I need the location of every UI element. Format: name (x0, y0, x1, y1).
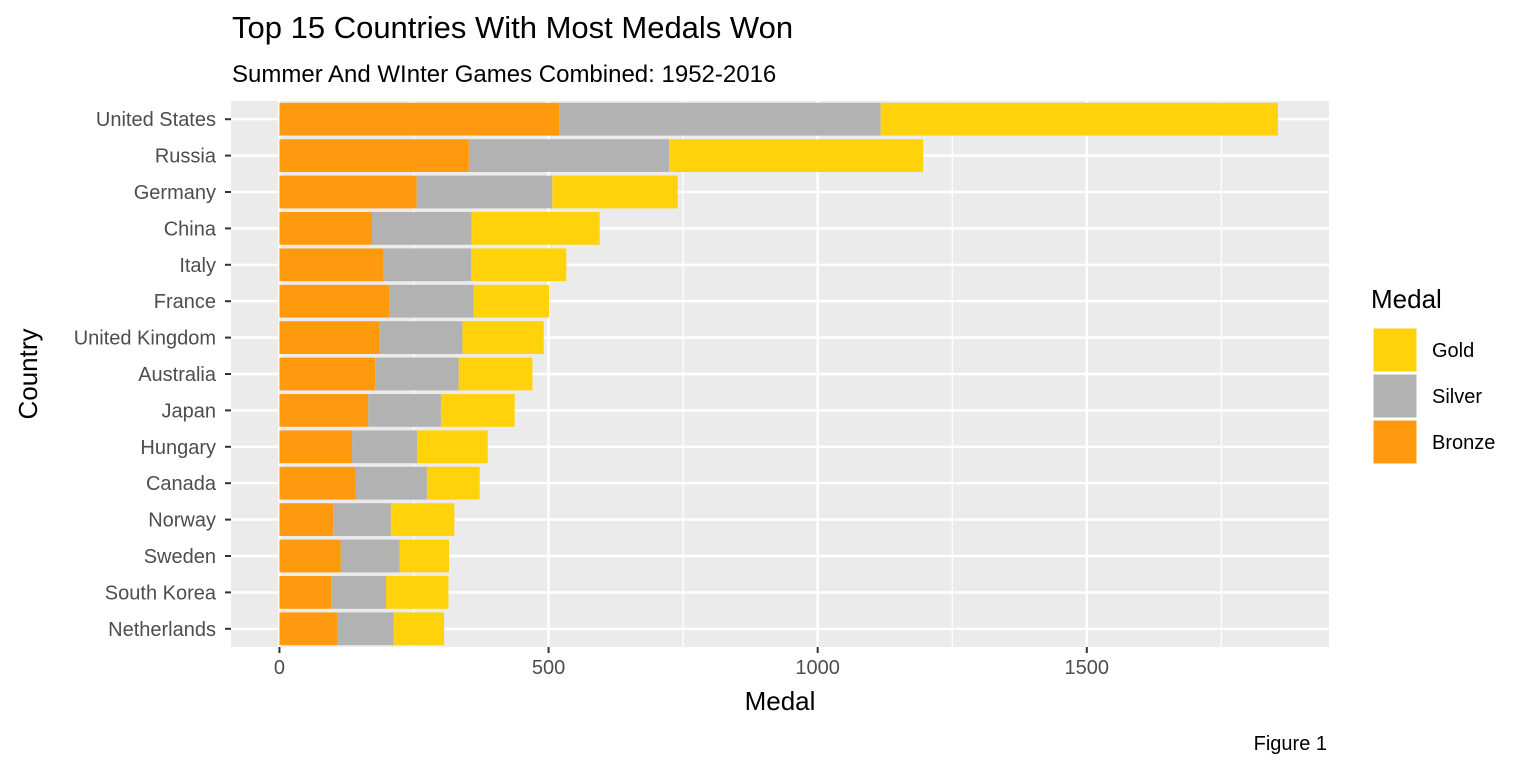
bar-bronze-hungary (279, 430, 353, 464)
legend-key-gold (1372, 327, 1418, 373)
bar-gold-canada (426, 466, 480, 500)
y-tick-label: Netherlands (108, 619, 216, 641)
chart-subtitle: Summer And WInter Games Combined: 1952-2… (232, 61, 776, 88)
y-tick-label: Japan (162, 400, 217, 422)
x-tick-label: 1500 (1065, 657, 1110, 679)
x-tick-label: 500 (532, 657, 565, 679)
y-tick-label: Sweden (144, 546, 216, 568)
x-axis-title: Medal (745, 686, 816, 716)
bar-gold-russia (669, 139, 924, 172)
legend-key-bronze (1372, 419, 1418, 465)
bar-bronze-germany (279, 175, 417, 209)
legend-label-silver: Silver (1432, 386, 1482, 408)
legend-label-gold: Gold (1432, 340, 1474, 362)
bar-silver-hungary (352, 430, 418, 464)
bar-silver-japan (368, 394, 441, 427)
bar-silver-united-kingdom (379, 321, 463, 354)
x-tick-label: 0 (274, 657, 285, 679)
bar-gold-sweden (399, 539, 449, 573)
y-axis-title: Country (13, 328, 43, 419)
y-axis: United States Russia Germany China Italy Fran… (74, 109, 231, 641)
bar-silver-italy (383, 248, 472, 282)
y-tick-label: Australia (138, 364, 217, 386)
legend-title: Medal (1371, 284, 1442, 314)
y-tick-label: South Korea (105, 582, 217, 604)
bar-gold-china (471, 212, 600, 245)
bar-gold-france (473, 284, 550, 318)
bar-gold-norway (390, 503, 455, 536)
y-tick-label: Italy (179, 255, 216, 277)
bar-silver-netherlands (337, 612, 394, 646)
legend: Medal Gold Silver Bronze (1371, 284, 1495, 465)
bar-silver-china (372, 212, 472, 245)
bar-gold-italy (471, 248, 567, 282)
bar-bronze-norway (279, 503, 334, 536)
bar-gold-south-korea (386, 576, 449, 609)
bar-bronze-australia (279, 357, 376, 391)
y-tick-label: China (164, 218, 217, 240)
bar-gold-australia (458, 357, 533, 391)
y-tick-label: Norway (148, 510, 216, 532)
bar-gold-netherlands (393, 612, 445, 646)
bar-bronze-canada (279, 466, 356, 500)
y-tick-label: Canada (146, 473, 217, 495)
bar-silver-sweden (340, 539, 400, 573)
bar-gold-japan (440, 394, 515, 427)
bar-silver-australia (375, 357, 459, 391)
bar-bronze-italy (279, 248, 384, 282)
chart-title: Top 15 Countries With Most Medals Won (232, 10, 793, 45)
caption: Figure 1 (1254, 733, 1327, 755)
bar-bronze-united-states (279, 102, 560, 136)
legend-key-silver (1372, 373, 1418, 419)
y-tick-label: United States (96, 109, 216, 131)
bar-bronze-netherlands (279, 612, 338, 646)
x-axis: 0 500 1000 1500 (274, 647, 1109, 679)
bars (279, 102, 1278, 646)
bar-silver-norway (333, 503, 391, 536)
x-tick-label: 1000 (795, 657, 840, 679)
y-tick-label: Hungary (140, 437, 216, 459)
bar-gold-hungary (417, 430, 488, 464)
y-tick-label: United Kingdom (74, 328, 216, 350)
bar-gold-united-kingdom (462, 321, 544, 354)
bar-silver-russia (468, 139, 670, 172)
y-tick-label: Russia (155, 146, 217, 168)
bar-silver-canada (355, 466, 427, 500)
bar-bronze-japan (279, 394, 369, 427)
bar-bronze-china (279, 212, 373, 245)
bar-gold-germany (552, 175, 678, 209)
bar-bronze-france (279, 284, 390, 318)
bar-silver-united-states (559, 102, 881, 136)
bar-bronze-sweden (279, 539, 341, 573)
bar-silver-france (389, 284, 474, 318)
bar-bronze-south-korea (279, 576, 332, 609)
bar-silver-south-korea (331, 576, 387, 609)
bar-bronze-united-kingdom (279, 321, 380, 354)
bar-bronze-russia (279, 139, 469, 172)
bar-gold-united-states (880, 102, 1278, 136)
y-tick-label: Germany (134, 182, 216, 204)
bar-silver-germany (416, 175, 553, 209)
y-tick-label: France (154, 291, 216, 313)
legend-label-bronze: Bronze (1432, 432, 1495, 454)
